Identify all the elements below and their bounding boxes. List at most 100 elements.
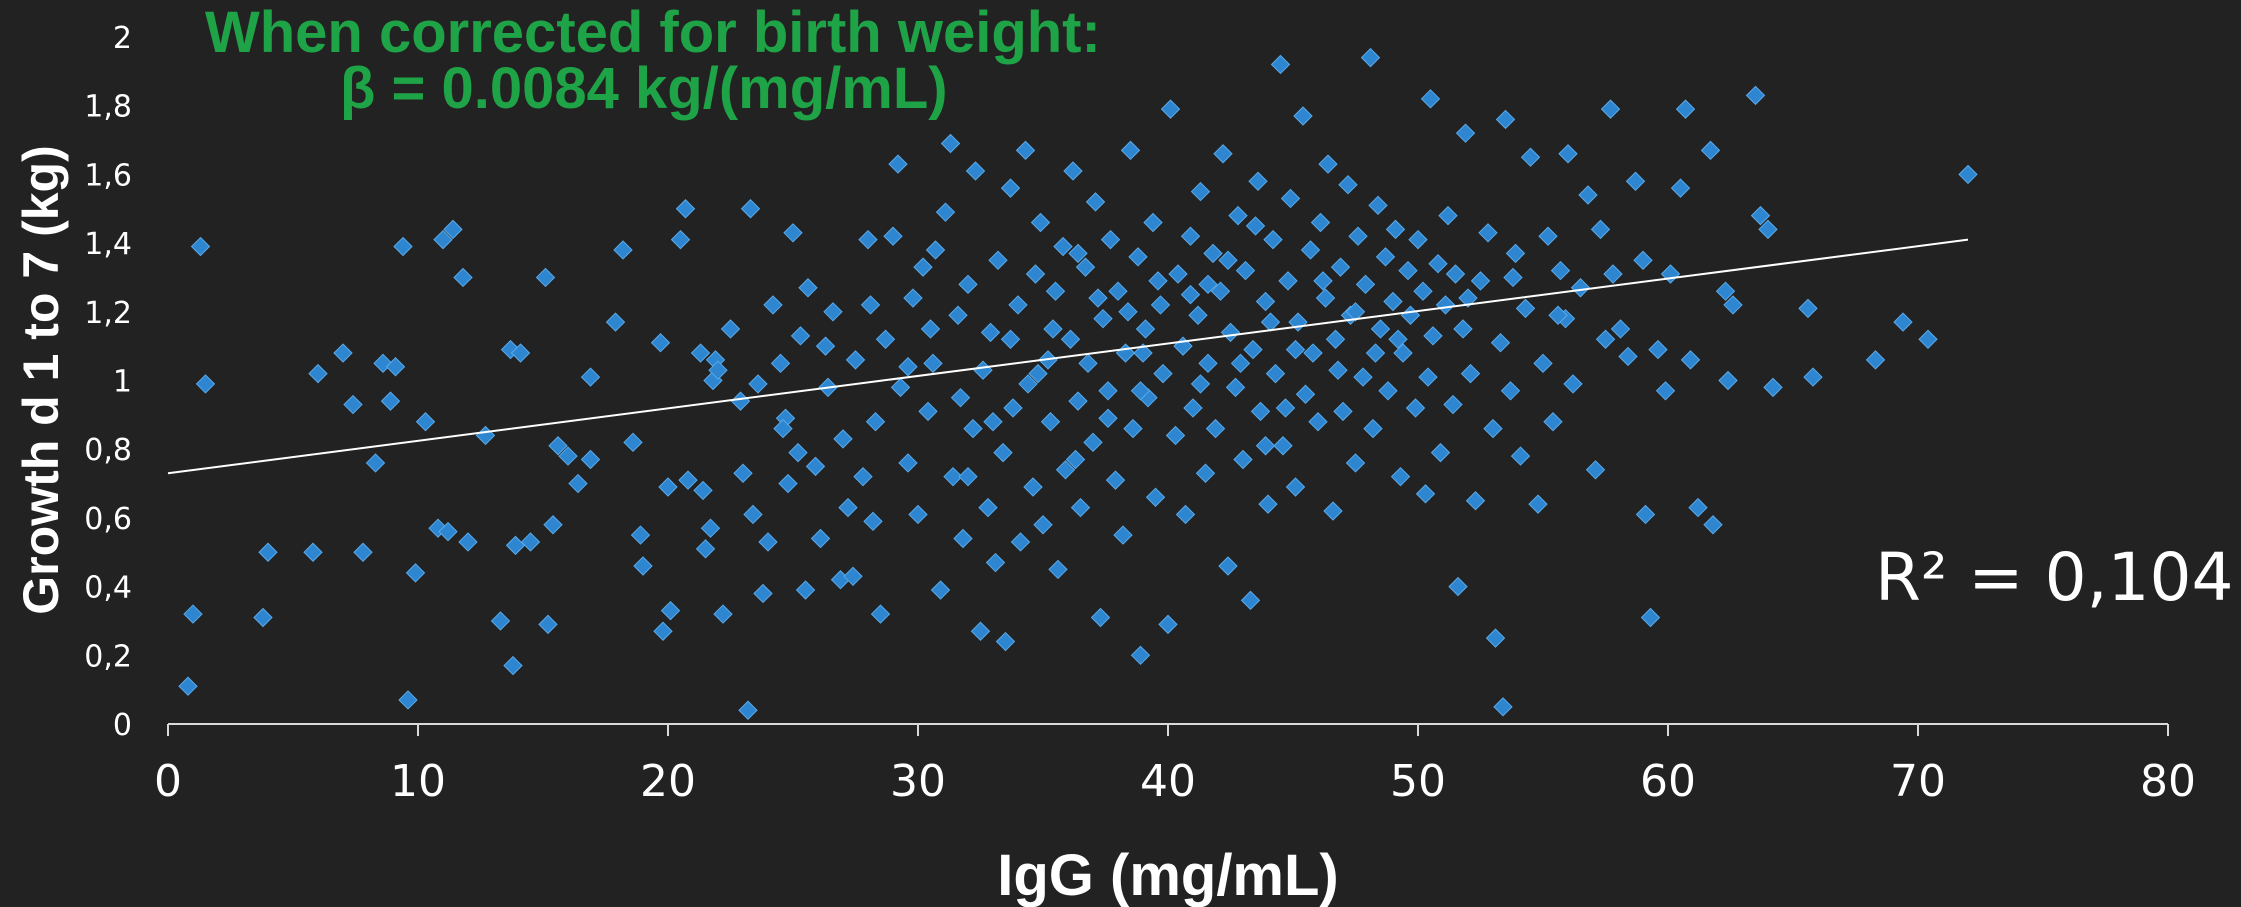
data-point <box>948 305 968 325</box>
x-tick-label: 10 <box>390 756 446 807</box>
data-point <box>883 226 903 246</box>
trendline <box>167 238 1969 475</box>
data-point <box>1550 260 1571 281</box>
data-point <box>1600 99 1621 119</box>
data-point <box>1275 398 1296 418</box>
data-point <box>1108 281 1128 301</box>
y-tick-label: 1,6 <box>84 158 132 193</box>
data-point <box>580 367 601 387</box>
data-point <box>1088 288 1108 308</box>
data-point <box>1310 212 1331 233</box>
data-point <box>1635 504 1656 525</box>
data-point <box>443 219 463 240</box>
data-point <box>1455 123 1476 143</box>
data-point <box>1413 281 1433 301</box>
data-point <box>1148 271 1168 291</box>
data-point <box>758 532 778 552</box>
data-point <box>1120 140 1141 161</box>
data-point <box>653 621 673 641</box>
data-point <box>1745 85 1766 106</box>
data-point <box>1078 353 1098 374</box>
data-point <box>1375 247 1396 267</box>
data-point <box>1723 295 1743 315</box>
data-point <box>1218 556 1238 576</box>
data-point <box>1328 360 1348 380</box>
data-point <box>925 240 946 260</box>
data-point <box>385 357 406 377</box>
data-point <box>773 418 793 439</box>
data-point <box>1700 140 1721 161</box>
data-point <box>890 377 911 398</box>
data-point <box>303 542 323 562</box>
data-point <box>1293 106 1313 126</box>
data-point <box>1098 381 1118 401</box>
data-point <box>1190 374 1211 394</box>
data-point <box>1798 298 1818 319</box>
data-point <box>1418 367 1438 387</box>
data-point <box>1495 109 1516 130</box>
data-point <box>675 199 696 219</box>
data-point <box>1438 205 1458 226</box>
data-point <box>1865 350 1886 370</box>
data-point <box>548 436 568 456</box>
data-point <box>778 473 798 494</box>
y-tick-label: 1,2 <box>84 296 132 331</box>
data-point <box>1383 291 1403 312</box>
data-point <box>333 343 353 363</box>
data-points <box>178 47 1978 720</box>
data-point <box>475 425 496 446</box>
data-point <box>405 563 426 583</box>
data-point <box>1180 284 1201 305</box>
data-point <box>1143 212 1163 233</box>
data-point <box>1040 412 1061 432</box>
x-tick-marks <box>167 724 2169 736</box>
data-point <box>720 319 741 339</box>
data-point <box>1378 381 1398 401</box>
data-point <box>733 463 753 483</box>
data-point <box>1563 374 1583 394</box>
data-point <box>258 542 278 562</box>
data-point <box>1445 264 1466 284</box>
x-tick-label: 50 <box>1390 756 1446 807</box>
data-point <box>1458 288 1478 308</box>
data-point <box>658 477 678 497</box>
data-point <box>1018 374 1038 394</box>
data-point <box>1033 515 1053 535</box>
data-point <box>1338 174 1358 195</box>
data-point <box>1703 515 1723 535</box>
data-point <box>505 535 526 556</box>
data-point <box>195 374 216 394</box>
data-point <box>1213 144 1233 164</box>
data-point <box>853 466 873 487</box>
data-point <box>693 480 713 501</box>
data-point <box>1520 147 1541 167</box>
data-point <box>833 429 853 449</box>
data-point <box>858 229 878 250</box>
data-point <box>1160 99 1181 119</box>
data-point <box>1195 463 1216 483</box>
data-point <box>1715 281 1736 301</box>
data-point <box>1220 322 1241 343</box>
data-point <box>790 326 811 346</box>
data-point <box>1168 264 1188 284</box>
data-point <box>535 267 556 288</box>
data-point <box>1388 329 1408 349</box>
data-point <box>1230 353 1251 374</box>
x-axis-title: IgG (mg/mL) <box>997 843 1339 907</box>
data-point <box>1460 363 1481 384</box>
data-point <box>1345 302 1366 322</box>
data-point <box>1085 192 1106 212</box>
x-tick-label: 70 <box>1890 756 1946 807</box>
data-point <box>1118 302 1138 322</box>
data-point <box>1548 305 1568 325</box>
data-point <box>1245 216 1266 236</box>
data-point <box>690 343 711 363</box>
data-point <box>865 412 886 432</box>
annotation-line-2: β = 0.0084 kg/(mg/mL) <box>340 56 948 121</box>
data-point <box>1363 418 1383 439</box>
y-tick-label: 0,4 <box>84 571 132 606</box>
data-point <box>918 401 938 422</box>
data-point <box>1590 219 1611 240</box>
data-point <box>1090 607 1111 628</box>
data-point <box>748 374 768 394</box>
